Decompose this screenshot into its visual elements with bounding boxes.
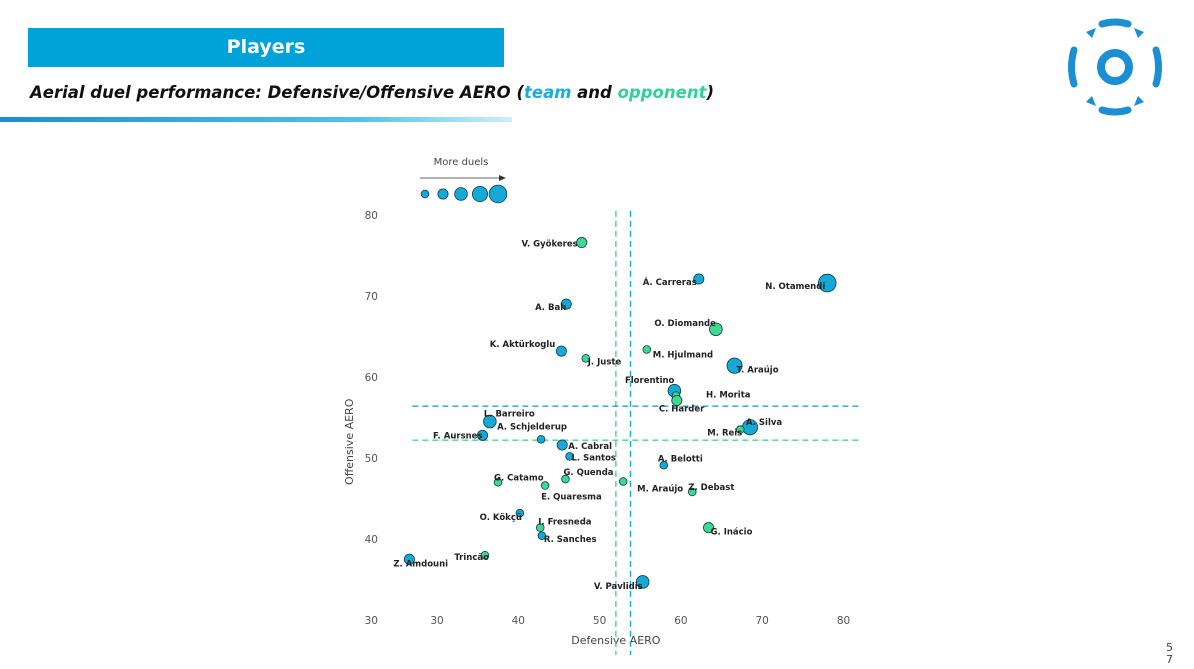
y-tick-label: 50 <box>365 453 378 465</box>
point-m-reis <box>735 425 745 434</box>
point-label-t-araujo: T. Araújo <box>737 366 779 376</box>
point-g-catamo <box>493 478 503 487</box>
point-label-trincao: Trincão <box>454 553 489 563</box>
size-legend-marker <box>454 187 468 201</box>
point-label-i-fresneda: I. Fresneda <box>538 518 592 528</box>
point-label-m-reis: M. Reis <box>707 429 742 439</box>
chart-subtitle: Aerial duel performance: Defensive/Offen… <box>30 83 714 102</box>
club-logo-icon <box>1068 18 1162 116</box>
point-label-a-cabral: A. Cabral <box>568 442 612 452</box>
point-v-pavlidis <box>635 575 650 589</box>
point-label-g-catamo: G. Catamo <box>494 473 544 483</box>
subtitle-middle: and <box>571 83 618 102</box>
subtitle-team: team <box>524 83 572 102</box>
point-label-l-santos: L. Santos <box>572 453 616 463</box>
point-label-c-harder: C. Harder <box>659 404 705 414</box>
point-a-belotti <box>659 461 669 470</box>
point-j-juste <box>581 354 591 363</box>
point-label-g-quenda: G. Quenda <box>563 468 613 478</box>
x-tick-label: 50 <box>593 615 606 627</box>
x-tick-label: 80 <box>837 615 850 627</box>
point-label-e-quaresma: E. Quaresma <box>541 493 602 503</box>
point-label-g-inacio: G. Inácio <box>711 528 753 538</box>
page-number-digit-2: 7 <box>1166 653 1173 666</box>
size-legend-arrow-head <box>499 175 506 181</box>
point-label-v-pavlidis: V. Pavlidis <box>594 582 643 592</box>
point-label-z-amdouni: Z. Amdouni <box>393 559 448 569</box>
point-e-quaresma <box>540 481 550 490</box>
point-m-hjulmand <box>642 345 652 354</box>
point-m-araujo <box>618 477 628 486</box>
x-tick-label: 40 <box>512 615 525 627</box>
point-a-cabral <box>556 439 568 451</box>
point-f-aursnes <box>477 429 489 441</box>
point-g-quenda <box>561 474 570 484</box>
point-r-sanches <box>537 531 547 541</box>
title-underline <box>0 117 512 122</box>
point-g-inacio <box>703 522 715 534</box>
x-tick-label: 70 <box>756 615 769 627</box>
size-legend-marker <box>420 189 430 199</box>
point-l-santos <box>565 452 574 461</box>
y-tick-label: 70 <box>365 291 378 303</box>
point-k-akturkoglu <box>555 345 567 357</box>
y-tick-label: 30 <box>365 615 378 627</box>
point-label-a-carreras: Á. Carreras <box>643 276 697 288</box>
point-label-a-bah: A. Bah <box>535 303 566 313</box>
subtitle-opponent: opponent <box>617 83 707 102</box>
size-legend-marker <box>488 184 508 204</box>
point-label-j-juste: J. Juste <box>587 357 622 367</box>
size-legend-label: More duels <box>434 157 489 168</box>
point-label-o-diomande: O. Diomande <box>654 319 716 329</box>
point-z-amdouni <box>403 553 415 565</box>
page-number: 5 7 <box>1166 642 1173 666</box>
point-label-k-akturkoglu: K. Aktürkoglu <box>490 340 556 350</box>
page-number-digit-1: 5 <box>1166 641 1173 654</box>
y-tick-label: 60 <box>365 372 378 384</box>
point-label-a-silva: A. Silva <box>746 418 782 428</box>
y-tick-label: 40 <box>365 534 378 546</box>
point-o-kokcu <box>515 508 525 518</box>
point-n-otamendi <box>817 273 837 293</box>
point-a-bah <box>560 298 572 310</box>
point-label-r-sanches: R. Sanches <box>544 535 597 545</box>
subtitle-suffix: ) <box>706 83 715 102</box>
point-label-m-hjulmand: M. Hjulmand <box>653 350 713 360</box>
x-tick-label: 60 <box>674 615 687 627</box>
point-label-z-debast: Z. Debast <box>688 483 734 493</box>
point-l-barreiro <box>483 414 497 429</box>
point-label-m-araujo: M. Araújo <box>637 484 683 494</box>
size-legend-marker <box>471 186 488 203</box>
x-tick-label: 30 <box>430 615 443 627</box>
point-t-araujo <box>726 357 743 374</box>
y-axis-label: Offensive AERO <box>343 398 356 485</box>
point-trincao <box>480 550 490 560</box>
point-label-a-belotti: A. Belotti <box>658 454 703 464</box>
point-c-harder <box>671 394 683 406</box>
point-label-l-barreiro: L. Barreiro <box>484 410 535 420</box>
aero-scatter-chart: 30 40 50 60 70 80 30 40 50 60 70 80 Defensive AERO Of… <box>343 157 860 655</box>
page-title: Players <box>226 36 306 58</box>
point-label-florentino: Florentino <box>625 376 675 386</box>
point-z-debast <box>688 487 697 497</box>
point-a-schjelderup <box>536 435 546 444</box>
y-tick-label: 80 <box>365 210 378 222</box>
point-i-fresneda <box>536 523 545 532</box>
point-label-a-schjelderup: A. Schjelderup <box>497 422 567 432</box>
point-o-diomande <box>709 322 723 336</box>
point-label-o-kokcu: O. Kökçü <box>480 513 522 523</box>
point-label-n-otamendi: N. Otamendi <box>765 282 825 292</box>
point-a-carreras <box>693 273 705 285</box>
size-legend-marker <box>437 188 449 200</box>
subtitle-prefix: Aerial duel performance: Defensive/Offen… <box>30 83 524 102</box>
point-label-f-aursnes: F. Aursnes <box>433 431 483 441</box>
point-label-v-gyokeres: V. Gyökeres <box>521 240 577 250</box>
point-label-h-morita: H. Morita <box>706 391 751 401</box>
header-bar: Players <box>28 28 504 67</box>
point-v-gyokeres <box>576 237 588 249</box>
x-axis-label: Defensive AERO <box>571 634 661 647</box>
